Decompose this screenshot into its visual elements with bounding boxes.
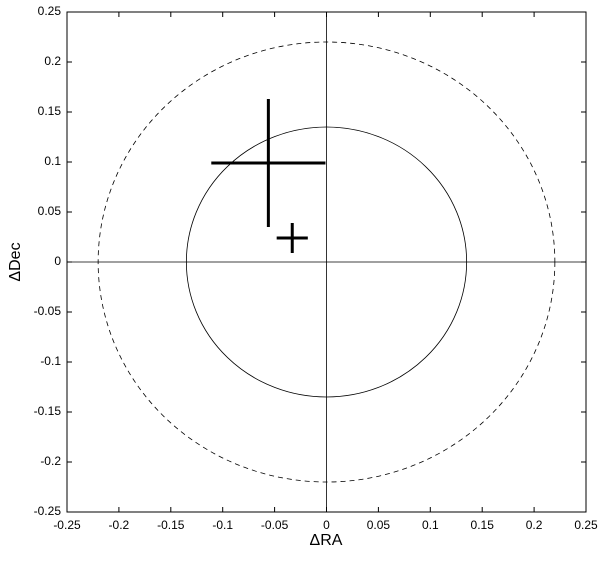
y-tick-label: 0.25 <box>38 4 62 18</box>
x-tick-label: -0.15 <box>157 518 185 532</box>
x-tick-label: 0 <box>323 518 330 532</box>
reference-circle <box>97 41 556 483</box>
y-tick-label: -0.1 <box>40 354 61 368</box>
x-axis-label: ΔRA <box>310 532 343 549</box>
y-tick-label: -0.15 <box>34 404 62 418</box>
x-tick-label: 0.25 <box>574 518 598 532</box>
y-tick-label: 0.05 <box>38 204 62 218</box>
x-tick-label: 0.15 <box>471 518 495 532</box>
x-tick-label: -0.05 <box>261 518 289 532</box>
y-tick-label: 0.2 <box>44 54 61 68</box>
y-axis-label: ΔDec <box>7 242 24 281</box>
x-tick-label: -0.2 <box>109 518 130 532</box>
x-tick-label: 0.05 <box>367 518 391 532</box>
y-tick-label: 0 <box>54 254 61 268</box>
y-tick-label: 0.15 <box>38 104 62 118</box>
y-tick-label: 0.1 <box>44 154 61 168</box>
x-tick-label: -0.25 <box>53 518 81 532</box>
x-tick-label: 0.1 <box>422 518 439 532</box>
reference-circle <box>185 126 468 398</box>
y-tick-label: -0.05 <box>34 304 62 318</box>
y-tick-label: -0.25 <box>34 504 62 518</box>
y-tick-label: -0.2 <box>40 454 61 468</box>
x-tick-label: -0.1 <box>212 518 233 532</box>
x-tick-label: 0.2 <box>526 518 543 532</box>
